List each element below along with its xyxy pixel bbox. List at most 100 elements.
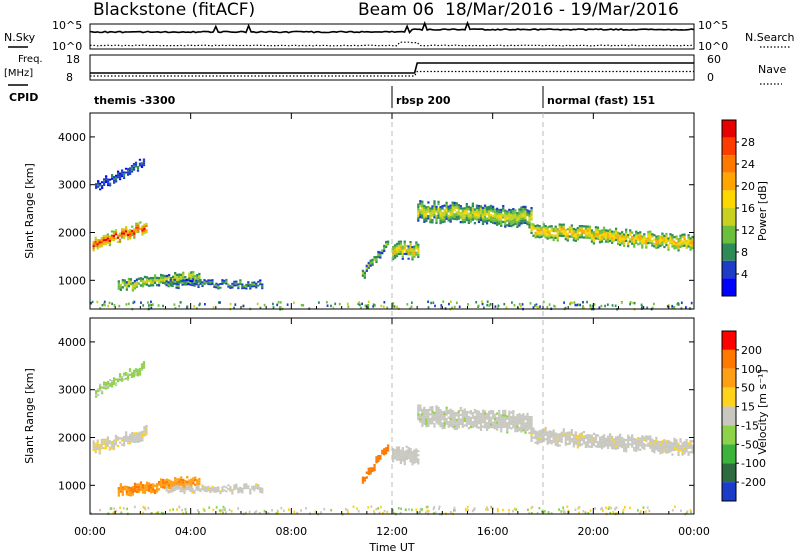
echo-cell [140,367,144,370]
echo-cell [443,422,446,425]
speckle-cell [323,507,326,511]
echo-cell [564,238,567,241]
echo-cell [112,177,116,180]
echo-cell [635,447,638,450]
echo-cell [641,441,644,445]
echo-cell [123,284,126,287]
echo-cell [661,446,664,450]
colorbar-tick-label: 16 [741,202,755,215]
speckle-cell [271,509,273,512]
echo-cell [392,250,395,253]
echo-cell [544,426,547,430]
echo-cell [441,411,444,414]
echo-cell [465,216,468,219]
echo-cell [566,431,569,434]
echo-cell [235,485,238,488]
echo-cell [506,224,509,227]
echo-cell [540,438,543,441]
echo-cell [659,237,662,241]
echo-cell [582,442,586,445]
echo-cell [475,218,479,221]
echo-cell [592,240,596,243]
echo-cell [544,233,547,237]
echo-cell [496,214,499,217]
echo-cell [373,463,376,467]
speckle-cell [150,511,153,515]
echo-cell [631,240,634,243]
echo-cell [243,487,246,490]
echo-cell [147,279,151,283]
echo-cell [645,241,648,245]
speckle-cell [237,507,240,510]
echo-cell [217,285,220,288]
echo-cell [108,182,112,185]
echo-cell [239,281,242,284]
echo-cell [439,411,442,414]
echo-cell [110,236,114,239]
speckle-cell [300,509,302,512]
echo-cell [139,481,143,484]
echo-cell [255,286,258,289]
echo-cell [604,235,608,239]
echo-cell [610,234,614,238]
echo-cell [451,212,454,216]
speckle-cell [440,304,443,307]
speckle-cell [600,507,602,511]
echo-cell [411,461,414,464]
echo-cell [191,489,194,492]
echo-cell [126,378,130,381]
echo-cell [215,286,218,289]
freq-line [90,62,694,74]
echo-cell [512,210,515,213]
echo-cell [667,439,670,443]
echo-cell [127,233,130,237]
echo-cell [423,408,426,412]
echo-cell [141,486,145,489]
echo-cell [576,446,579,449]
echo-cell [514,425,517,428]
echo-cell [566,438,569,441]
echo-cell [104,234,107,237]
echo-cell [546,235,549,238]
echo-cell [190,276,193,279]
echo-cell [453,418,456,421]
echo-cell [469,412,473,415]
echo-cell [127,438,130,441]
echo-cell [506,415,509,418]
echo-cell [514,209,517,212]
speckle-cell [676,302,679,306]
echo-cell [191,491,194,494]
echo-cell [431,417,434,420]
echo-cell [125,431,128,434]
echo-cell [489,409,493,413]
echo-cell [145,426,148,430]
echo-cell [437,214,440,217]
echo-cell [125,283,129,286]
echo-cell [403,450,406,453]
echo-cell [691,451,694,454]
echo-cell [512,410,515,413]
echo-cell [247,284,250,287]
echo-cell [453,217,456,221]
echo-cell [453,425,456,428]
echo-cell [496,412,499,415]
echo-cell [181,279,184,282]
echo-cell [556,230,559,233]
echo-cell [138,367,142,370]
echo-cell [401,449,404,452]
echo-cell [463,412,466,416]
speckle-cell [176,508,178,511]
echo-cell [98,446,101,449]
echo-cell [500,423,503,426]
echo-cell [171,486,174,489]
echo-cell [669,450,672,453]
echo-cell [514,213,517,216]
echo-cell [92,446,95,449]
echo-cell [435,210,438,213]
echo-cell [405,457,408,461]
echo-cell [631,436,634,439]
echo-cell [132,168,136,171]
echo-cell [673,244,676,248]
echo-cell [552,229,555,233]
echo-cell [516,225,519,228]
